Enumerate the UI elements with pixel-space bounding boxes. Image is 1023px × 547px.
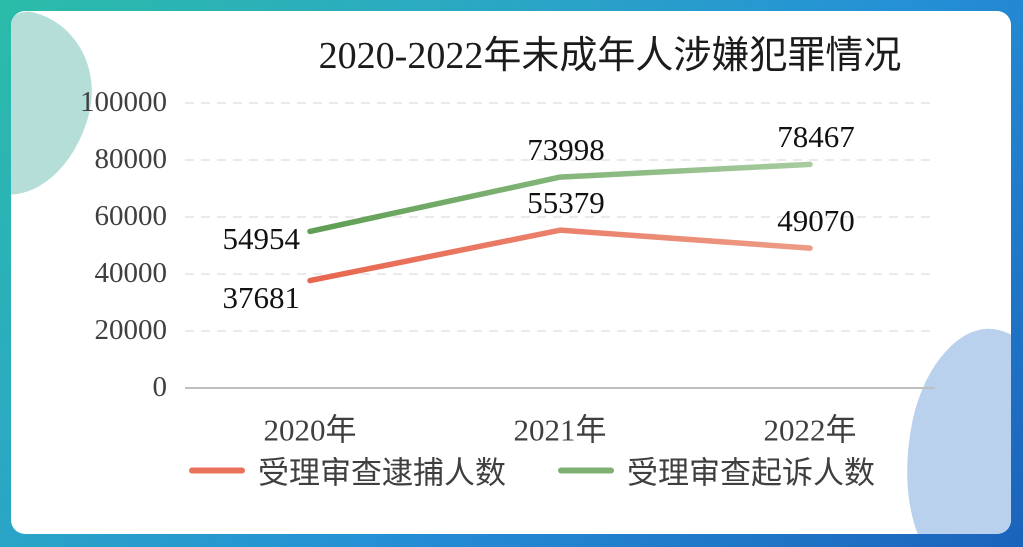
decor-blob-bottom-right xyxy=(882,316,1011,534)
decor-blob-top-left xyxy=(11,11,110,210)
chart-card xyxy=(11,11,1011,534)
